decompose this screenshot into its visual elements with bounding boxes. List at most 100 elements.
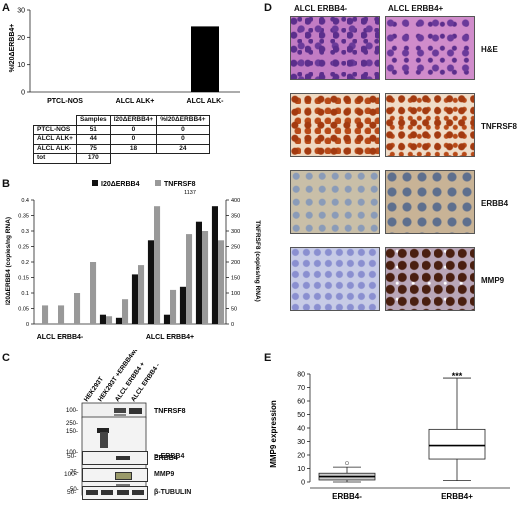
bar: [122, 299, 129, 324]
y-tick-label: 70: [297, 385, 305, 392]
mw-marker: 50-: [70, 487, 79, 493]
band: [116, 456, 130, 460]
blot-label: ERBB4: [154, 455, 178, 462]
blot-strip-mmp9: [82, 468, 148, 482]
bar: [74, 293, 81, 324]
table-cell: ALCL ALK-: [33, 143, 77, 154]
significance-marker: ***: [452, 371, 463, 381]
panel-label-a: A: [2, 2, 10, 14]
y-tick-label: 80: [297, 372, 305, 379]
bar: [58, 305, 65, 324]
panel-label-c: C: [2, 352, 10, 364]
panel-a-ylabel: %I20ΔERBB4+: [9, 24, 16, 73]
bar: [186, 234, 193, 324]
bar: [195, 221, 202, 324]
table-header: Samples: [75, 115, 111, 126]
histology-mmp9-positive: [385, 247, 475, 311]
panel-label-b: B: [2, 178, 10, 190]
band: [114, 408, 126, 413]
bar: [179, 286, 186, 324]
table-cell: 51: [75, 124, 111, 135]
panel-b-ylabel-right: TNFRSF8 (copies/ng RNA): [254, 220, 261, 302]
x-tick-label: ERBB4+: [441, 492, 473, 501]
table-cell: 18: [109, 143, 158, 154]
outlier-point: [345, 461, 349, 466]
row-label: H&E: [481, 45, 498, 54]
band: [132, 490, 144, 495]
panel-label-e: E: [264, 352, 272, 364]
bar: [191, 26, 219, 92]
y-tick-label: 0: [26, 322, 29, 328]
y-tick-label: 40: [297, 426, 305, 433]
x-tick-label: ALCL ALK-: [187, 98, 225, 105]
blot-label: MMP9: [154, 471, 175, 478]
y-tick-label: 30: [17, 8, 25, 15]
mw-marker: 150-: [66, 429, 78, 435]
mw-marker: 100-: [66, 408, 78, 414]
y-tick-label: 60: [297, 399, 305, 406]
y-tick-label: 0.35: [18, 214, 29, 220]
y-tick-label: 0: [21, 90, 25, 97]
histology-he-positive: [385, 16, 475, 80]
mw-marker: 250-: [66, 421, 78, 427]
y-tick-label: 10: [17, 62, 25, 69]
table-cell: 44: [75, 134, 111, 145]
box: [428, 428, 486, 460]
table-cell: 0: [109, 134, 158, 145]
blot-label: p-ERBB4: [154, 453, 185, 460]
legend-swatch-i20: [92, 180, 98, 186]
band: [129, 408, 142, 414]
bar: [106, 316, 113, 324]
y-tick-label: 20: [17, 35, 25, 42]
y-tick-label: 350: [231, 214, 240, 220]
group-label-erbb4-pos: ALCL ERBB4+: [146, 334, 194, 341]
y-tick-label: 0.1: [21, 291, 29, 297]
band: [86, 490, 98, 495]
table-cell: tot: [33, 153, 77, 164]
y-tick-label: 0.05: [18, 307, 29, 313]
histology-erbb4-positive: [385, 170, 475, 234]
mw-marker: 50-: [67, 489, 77, 496]
band: [97, 428, 109, 433]
table-cell: PTCL-NOS: [33, 124, 77, 135]
panel-e-chart: MMP9 expression *** 0 10 20 30 40 50 60 70 80 ERB…: [269, 371, 510, 501]
group-label-erbb4-neg: ALCL ERBB4-: [37, 334, 84, 341]
y-tick-label: 0.4: [21, 198, 29, 204]
histology-erbb4-negative: [290, 170, 380, 234]
panel-b-annotation: 1137: [184, 190, 196, 196]
y-tick-label: 0.3: [21, 229, 29, 235]
panel-b-ylabel-left: I20ΔERBB4 (copies/ng RNA): [5, 217, 12, 305]
table-cell: 0: [156, 124, 210, 135]
histology-he-negative: [290, 16, 380, 80]
bar: [99, 314, 106, 324]
table-header: I20ΔERBB4+: [109, 115, 158, 126]
table-cell: 170: [75, 153, 111, 164]
y-tick-label: 300: [231, 229, 240, 235]
panel-d-col-label: ALCL ERBB4+: [388, 4, 444, 13]
x-tick-label: PTCL-NOS: [47, 98, 83, 105]
x-tick-label: ALCL ALK+: [116, 98, 155, 105]
histology-tnfrsf8-negative: [290, 93, 380, 157]
y-tick-label: 0.15: [18, 276, 29, 282]
y-tick-label: 0.2: [21, 260, 29, 266]
y-tick-label: 200: [231, 260, 240, 266]
bar: [115, 317, 122, 324]
y-tick-label: 150: [231, 276, 240, 282]
band: [117, 490, 129, 495]
bar: [131, 274, 138, 324]
panel-c-blot: HEK293T HEK293T +ERBB4wt ALCL ERBB4 + AL…: [66, 350, 186, 496]
x-tick-label: ERBB4-: [332, 492, 362, 501]
y-tick-label: 0: [301, 480, 305, 487]
legend-label-tnfrsf8: TNFRSF8: [164, 181, 196, 188]
bar: [202, 231, 209, 324]
bar: [138, 265, 145, 324]
table-cell: 0: [156, 134, 210, 145]
mw-marker: 100-: [66, 450, 78, 456]
band: [101, 490, 113, 495]
panel-label-d: D: [264, 2, 272, 14]
histology-mmp9-negative: [290, 247, 380, 311]
bar: [154, 206, 161, 324]
mw-marker: 50-: [67, 453, 77, 460]
row-label: TNFRSF8: [481, 122, 517, 131]
y-tick-label: 30: [297, 439, 305, 446]
